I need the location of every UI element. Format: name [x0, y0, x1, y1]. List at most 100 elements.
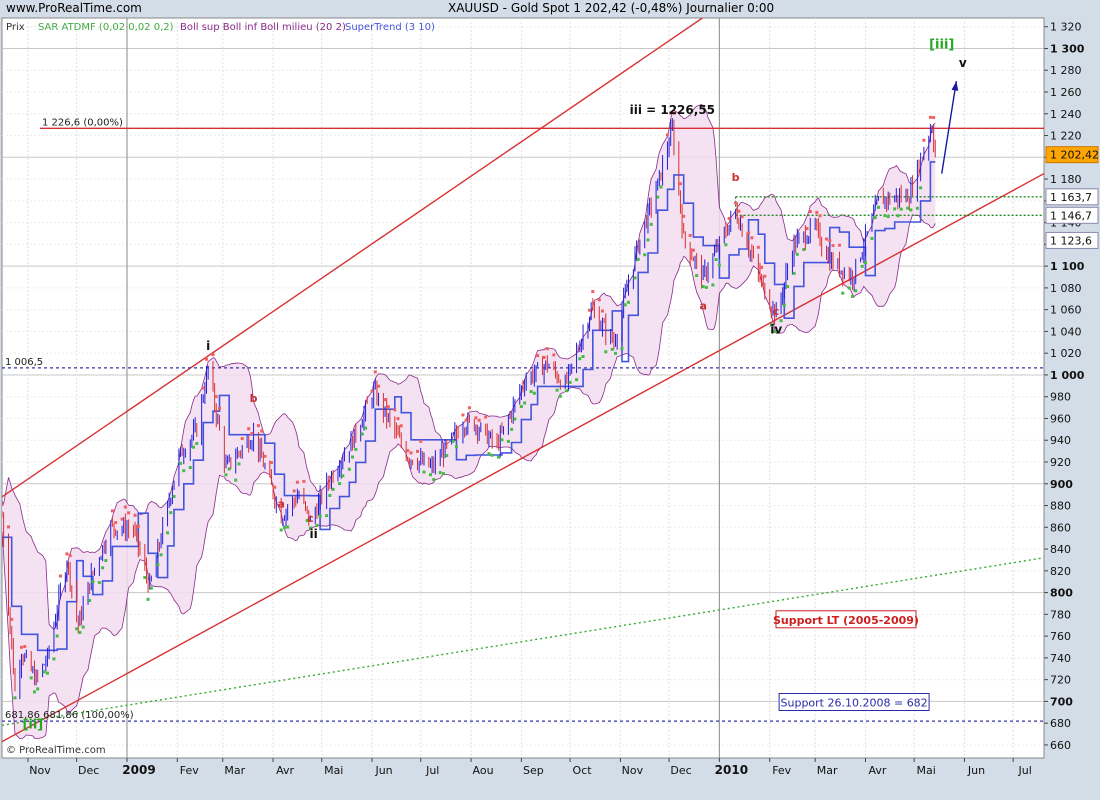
sar-dot	[633, 276, 637, 280]
sar-dot	[717, 263, 721, 267]
y-tick-label: 940	[1050, 434, 1071, 447]
sar-dot	[260, 429, 264, 433]
sar-dot	[672, 111, 676, 115]
sar-dot	[32, 690, 36, 694]
grid-lines	[2, 18, 1044, 758]
sar-dot	[201, 386, 205, 390]
sar-dot	[166, 531, 170, 535]
chart-labels: 1 226,6 (0,00%) 1 006,5 681,86 681,86 (100…	[5, 37, 967, 732]
sar-dot	[506, 439, 510, 443]
x-tick-label: Mai	[324, 764, 343, 777]
sar-dot	[341, 474, 345, 478]
sar-dot	[195, 442, 199, 446]
sar-dot	[740, 215, 744, 219]
sar-dot	[695, 274, 699, 278]
sar-dot	[101, 566, 105, 570]
y-tick-label: 920	[1050, 456, 1071, 469]
sar-dot	[331, 487, 335, 491]
sar-dot	[601, 309, 605, 313]
sar-dot	[428, 473, 432, 477]
sar-dot	[347, 467, 351, 471]
wave-label: a	[277, 498, 284, 511]
sar-dot	[377, 384, 381, 388]
sar-dot	[922, 138, 926, 142]
sar-dot	[932, 116, 936, 120]
sar-dot	[805, 227, 809, 231]
x-tick-label: Mar	[817, 764, 838, 777]
sar-dot	[591, 290, 595, 294]
sar-dot	[351, 455, 355, 459]
sar-dot	[467, 406, 471, 410]
sar-dot	[915, 206, 919, 210]
sar-dot	[52, 657, 56, 661]
price-tag	[1045, 231, 1099, 249]
sar-dot	[97, 581, 101, 585]
wave-label: c	[307, 512, 314, 525]
sar-dot	[682, 214, 686, 218]
sar-dot	[873, 216, 877, 220]
level-label: 681,86 681,86 (100,00%)	[5, 710, 134, 721]
sar-dot	[383, 398, 387, 402]
y-tick-label: 1 300	[1050, 42, 1085, 55]
sar-dot	[123, 505, 127, 509]
sar-dot	[854, 289, 858, 293]
x-tick-label: Aou	[473, 764, 494, 777]
sar-dot	[464, 418, 468, 422]
sar-dot	[81, 625, 85, 629]
copyright: © ProRealTime.com	[6, 745, 106, 756]
sar-dot	[120, 517, 124, 521]
x-tick-label: Fev	[180, 764, 199, 777]
sar-dot	[422, 470, 426, 474]
sar-dot	[899, 207, 903, 211]
sar-dot	[328, 493, 332, 497]
sar-dot	[747, 231, 751, 235]
sar-dot	[490, 453, 494, 457]
annotation-label: Support 26.10.2008 = 682	[781, 697, 928, 710]
sar-dot	[750, 236, 754, 240]
sar-dot	[542, 355, 546, 359]
y-tick-label: 1 100	[1050, 260, 1085, 273]
wave-label: v	[959, 56, 967, 70]
sar-dot	[2, 502, 4, 506]
legend-boll: Boll sup Boll inf Boll milieu (20 2)	[180, 22, 346, 33]
sar-dot	[75, 627, 79, 631]
sar-dot	[318, 514, 322, 518]
sar-dot	[247, 427, 251, 431]
price-tag-label: 1 146,7	[1050, 209, 1092, 222]
sar-dot	[614, 351, 618, 355]
sar-dot	[763, 274, 767, 278]
sar-dot	[227, 467, 231, 471]
sar-dot	[714, 258, 718, 262]
forecast-arrow	[941, 81, 959, 174]
wave-label: i	[206, 339, 210, 353]
x-tick-label: Sep	[523, 764, 544, 777]
x-tick-label: Fev	[772, 764, 791, 777]
annotation-box	[775, 610, 917, 629]
sar-dot	[487, 452, 491, 456]
sar-dot	[224, 473, 228, 477]
price-tag-label: 1 163,7	[1050, 191, 1092, 204]
sar-dot	[782, 303, 786, 307]
sar-dot	[588, 308, 592, 312]
wave-label: b	[250, 392, 258, 405]
legend-sar: SAR ATDMF (0,02 0,02 0,2)	[38, 22, 174, 33]
sar-dot	[909, 208, 913, 212]
sar-dot	[623, 303, 627, 307]
y-tick-label: 1 280	[1050, 64, 1082, 77]
wave-label: ii	[310, 527, 318, 541]
sar-dot	[578, 357, 582, 361]
sar-dot	[282, 525, 286, 529]
wave-label: iii = 1226,55	[630, 103, 715, 117]
sar-dot	[182, 469, 186, 473]
sar-dot	[825, 237, 829, 241]
sar-dot	[876, 205, 880, 209]
sar-dot	[893, 207, 897, 211]
y-tick-label: 1 060	[1050, 304, 1082, 317]
y-axis: 660 680 700 720 740 760 780 800 820 840 860 880 900 9…	[1044, 21, 1099, 752]
sar-dot	[646, 238, 650, 242]
sar-dot	[370, 389, 374, 393]
sar-dot	[870, 236, 874, 240]
sar-dot	[808, 209, 812, 213]
sar-dot	[665, 133, 669, 137]
